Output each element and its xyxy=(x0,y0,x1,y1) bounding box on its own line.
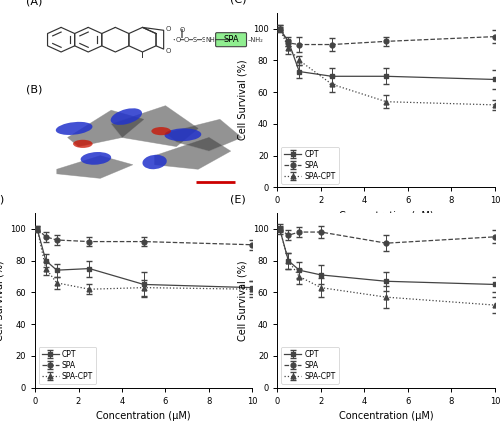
Text: O: O xyxy=(166,26,170,32)
X-axis label: Concentration (μM): Concentration (μM) xyxy=(96,411,191,421)
Ellipse shape xyxy=(164,128,202,141)
Text: O: O xyxy=(180,27,185,33)
Text: (A): (A) xyxy=(26,0,42,6)
Legend: CPT, SPA, SPA-CPT: CPT, SPA, SPA-CPT xyxy=(282,147,339,184)
Y-axis label: Cell Survival (%): Cell Survival (%) xyxy=(237,60,247,141)
Text: –NH₂: –NH₂ xyxy=(248,37,264,43)
Text: SPA: SPA xyxy=(224,35,239,44)
Text: NH: NH xyxy=(206,37,216,43)
Text: (D): (D) xyxy=(0,195,4,204)
Polygon shape xyxy=(57,155,133,178)
Legend: CPT, SPA, SPA-CPT: CPT, SPA, SPA-CPT xyxy=(39,347,96,384)
FancyBboxPatch shape xyxy=(216,33,246,47)
Text: O: O xyxy=(184,37,189,43)
X-axis label: Concentration (μM): Concentration (μM) xyxy=(339,211,434,221)
Text: (B): (B) xyxy=(26,85,42,95)
Ellipse shape xyxy=(110,108,142,125)
Y-axis label: Cell Survival (%): Cell Survival (%) xyxy=(237,260,247,341)
Y-axis label: Cell Survival (%): Cell Survival (%) xyxy=(0,260,4,341)
Text: S: S xyxy=(202,37,206,43)
Circle shape xyxy=(73,140,92,148)
Ellipse shape xyxy=(142,155,167,169)
Legend: CPT, SPA, SPA-CPT: CPT, SPA, SPA-CPT xyxy=(282,347,339,384)
Text: (C): (C) xyxy=(230,0,246,4)
Ellipse shape xyxy=(56,122,92,135)
Text: S: S xyxy=(193,37,197,43)
Ellipse shape xyxy=(80,152,111,165)
Polygon shape xyxy=(68,110,144,147)
X-axis label: Concentration (μM): Concentration (μM) xyxy=(339,411,434,421)
Polygon shape xyxy=(111,106,198,147)
Polygon shape xyxy=(166,119,242,151)
Text: O: O xyxy=(166,48,170,54)
Text: ‖: ‖ xyxy=(180,29,184,38)
Text: O: O xyxy=(175,37,180,43)
Circle shape xyxy=(152,127,171,135)
Polygon shape xyxy=(154,138,230,169)
Text: (E): (E) xyxy=(230,195,246,204)
